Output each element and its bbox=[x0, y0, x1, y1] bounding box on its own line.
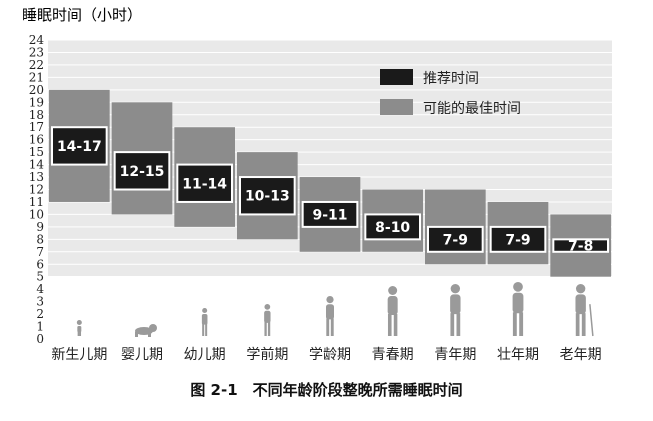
recommended-bar-label: 7-8 bbox=[568, 239, 593, 255]
recommended-bar-label: 11-14 bbox=[182, 176, 227, 192]
recommended-bar-label: 14-17 bbox=[57, 139, 102, 155]
y-tick-label: 9 bbox=[36, 220, 44, 234]
y-tick-label: 8 bbox=[36, 232, 44, 246]
x-category-label: 壮年期 bbox=[497, 347, 539, 363]
crawling-infant-icon bbox=[135, 324, 157, 337]
schoolchild-icon bbox=[326, 296, 334, 336]
recommended-bar bbox=[51, 126, 108, 166]
recommended-bar-label: 12-15 bbox=[120, 164, 165, 180]
legend: 推荐时间 可能的最佳时间 bbox=[380, 69, 521, 117]
y-tick-label: 7 bbox=[36, 245, 44, 259]
y-tick-label: 3 bbox=[36, 295, 44, 309]
x-category-label: 青春期 bbox=[372, 347, 414, 363]
legend-swatch-recommended bbox=[380, 69, 413, 85]
y-tick-label: 16 bbox=[29, 133, 44, 147]
x-category-label: 新生儿期 bbox=[51, 347, 107, 363]
y-tick-label: 15 bbox=[29, 145, 44, 159]
y-tick-label: 11 bbox=[29, 195, 44, 209]
recommended-bar bbox=[364, 213, 422, 241]
y-tick-label: 17 bbox=[29, 120, 44, 134]
x-category-label: 老年期 bbox=[560, 347, 602, 363]
teenager-icon bbox=[387, 286, 398, 336]
recommended-bar bbox=[176, 163, 233, 203]
young-adult-icon bbox=[450, 284, 461, 336]
recommended-labels: 14-17 12-15 11-14 10-13 9-11 8-10 7-9 7-9 7-8 bbox=[57, 139, 593, 255]
recommended-bar-label: 10-13 bbox=[245, 189, 290, 205]
x-category-label: 学龄期 bbox=[309, 347, 351, 363]
y-tick-label: 20 bbox=[29, 83, 44, 97]
recommended-bar bbox=[489, 225, 547, 253]
y-tick-label: 21 bbox=[29, 70, 44, 84]
recommended-bar bbox=[113, 151, 171, 191]
y-tick-label: 14 bbox=[29, 158, 45, 172]
preschooler-icon bbox=[264, 304, 271, 336]
y-tick-label: 12 bbox=[29, 183, 44, 197]
y-tick-label: 19 bbox=[29, 95, 44, 109]
age-icons bbox=[76, 282, 594, 337]
recommended-bar-label: 7-9 bbox=[443, 232, 468, 248]
y-tick-label: 10 bbox=[29, 207, 44, 221]
recommended-boxes bbox=[51, 126, 609, 253]
y-tick-label: 2 bbox=[36, 307, 44, 321]
baby-icon bbox=[76, 320, 82, 336]
y-axis-label: 睡眠时间（小时） bbox=[22, 6, 142, 24]
sleep-chart: 睡眠时间（小时） 14-17 12-15 11-14 10-13 9-11 8-10 7-9… bbox=[22, 6, 612, 363]
legend-swatch-optimal bbox=[380, 99, 413, 115]
recommended-bar-label: 7-9 bbox=[505, 232, 530, 248]
recommended-bar bbox=[301, 200, 359, 228]
legend-label-recommended: 推荐时间 bbox=[423, 71, 479, 87]
y-tick-label: 22 bbox=[29, 58, 44, 72]
y-tick-label: 6 bbox=[36, 257, 44, 271]
recommended-bar bbox=[552, 238, 609, 253]
elderly-icon bbox=[575, 284, 594, 337]
y-tick-label: 1 bbox=[36, 320, 44, 334]
x-category-label: 学前期 bbox=[246, 346, 288, 363]
y-tick-label: 5 bbox=[36, 270, 44, 284]
y-tick-label: 13 bbox=[29, 170, 44, 184]
y-tick-label: 4 bbox=[36, 282, 44, 296]
x-category-label: 婴儿期 bbox=[121, 347, 163, 363]
y-tick-label: 0 bbox=[36, 332, 44, 346]
x-category-labels: 新生儿期 婴儿期 幼儿期 学前期 学龄期 青春期 青年期 壮年期 老年期 bbox=[51, 346, 601, 363]
recommended-bar-label: 9-11 bbox=[312, 207, 347, 223]
recommended-bar bbox=[239, 176, 296, 216]
y-tick-label: 24 bbox=[29, 33, 45, 47]
y-tick-label: 23 bbox=[29, 45, 44, 59]
recommended-bar-label: 8-10 bbox=[375, 220, 410, 236]
y-tick-label: 18 bbox=[29, 108, 44, 122]
legend-label-optimal: 可能的最佳时间 bbox=[423, 101, 521, 117]
recommended-bar bbox=[427, 225, 484, 253]
figure-caption: 图 2-1 不同年龄阶段整晚所需睡眠时间 bbox=[190, 381, 463, 399]
x-category-label: 青年期 bbox=[434, 347, 476, 363]
adult-icon bbox=[512, 282, 524, 336]
x-category-label: 幼儿期 bbox=[184, 347, 226, 363]
toddler-icon bbox=[201, 308, 208, 336]
